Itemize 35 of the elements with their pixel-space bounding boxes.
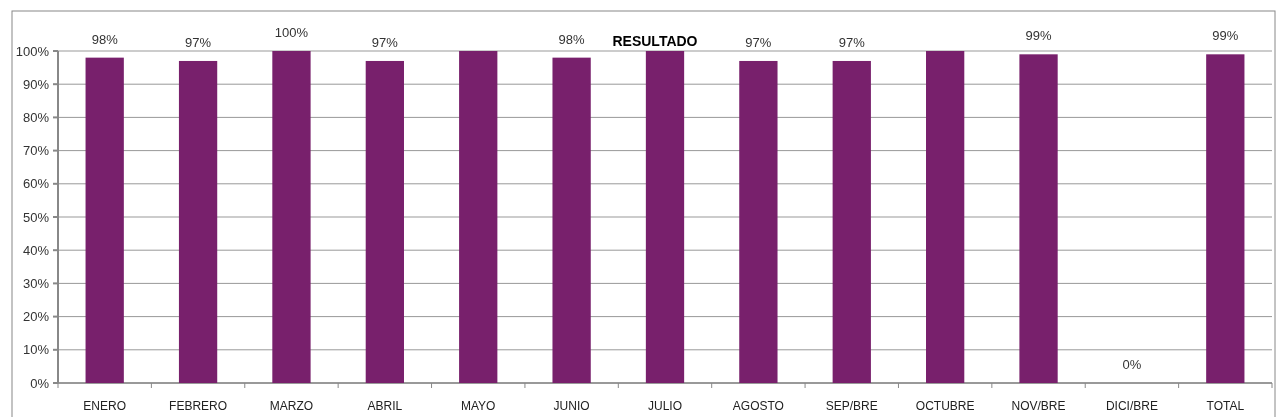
data-label: 97% bbox=[745, 34, 772, 50]
y-tick-label: 40% bbox=[22, 242, 50, 258]
x-tick-label: ABRIL bbox=[367, 399, 403, 413]
x-tick-label: DICI/BRE bbox=[1105, 399, 1158, 413]
y-tick-label: 10% bbox=[22, 342, 50, 358]
data-label: 98% bbox=[558, 31, 586, 47]
y-tick-label: 90% bbox=[22, 76, 50, 92]
y-tick-label: 60% bbox=[22, 176, 50, 192]
x-tick-label: MAYO bbox=[461, 399, 496, 413]
x-tick-label: OCTUBRE bbox=[915, 399, 975, 413]
y-tick-label: 100% bbox=[15, 43, 50, 59]
data-label: 97% bbox=[371, 34, 399, 50]
data-label: 0% bbox=[1122, 357, 1142, 372]
x-tick-label: SEP/BRE bbox=[825, 399, 878, 413]
x-tick-label: TOTAL bbox=[1206, 399, 1245, 413]
data-label: 97% bbox=[838, 34, 866, 50]
x-tick-label: JULIO bbox=[647, 399, 683, 413]
x-tick-label: FEBRERO bbox=[169, 399, 228, 413]
x-tick-label: AGOSTO bbox=[732, 399, 784, 413]
y-tick-label: 20% bbox=[22, 309, 50, 325]
y-tick-label: 30% bbox=[22, 275, 50, 291]
x-tick-label: NOV/BRE bbox=[1011, 399, 1066, 413]
data-label: 99% bbox=[1212, 28, 1239, 44]
x-tick-label: MARZO bbox=[269, 399, 314, 413]
data-label: 98% bbox=[91, 31, 119, 47]
chart-title: RESULTADO bbox=[612, 33, 698, 49]
data-label: 100% bbox=[274, 25, 309, 40]
y-tick-label: 50% bbox=[22, 209, 50, 225]
x-tick-label: JUNIO bbox=[553, 399, 590, 413]
x-tick-label: ENERO bbox=[83, 399, 127, 413]
data-label: 97% bbox=[185, 34, 212, 50]
y-tick-label: 0% bbox=[30, 375, 50, 391]
data-label: 99% bbox=[1025, 28, 1052, 44]
y-tick-label: 80% bbox=[22, 109, 50, 125]
y-tick-label: 70% bbox=[22, 143, 50, 159]
